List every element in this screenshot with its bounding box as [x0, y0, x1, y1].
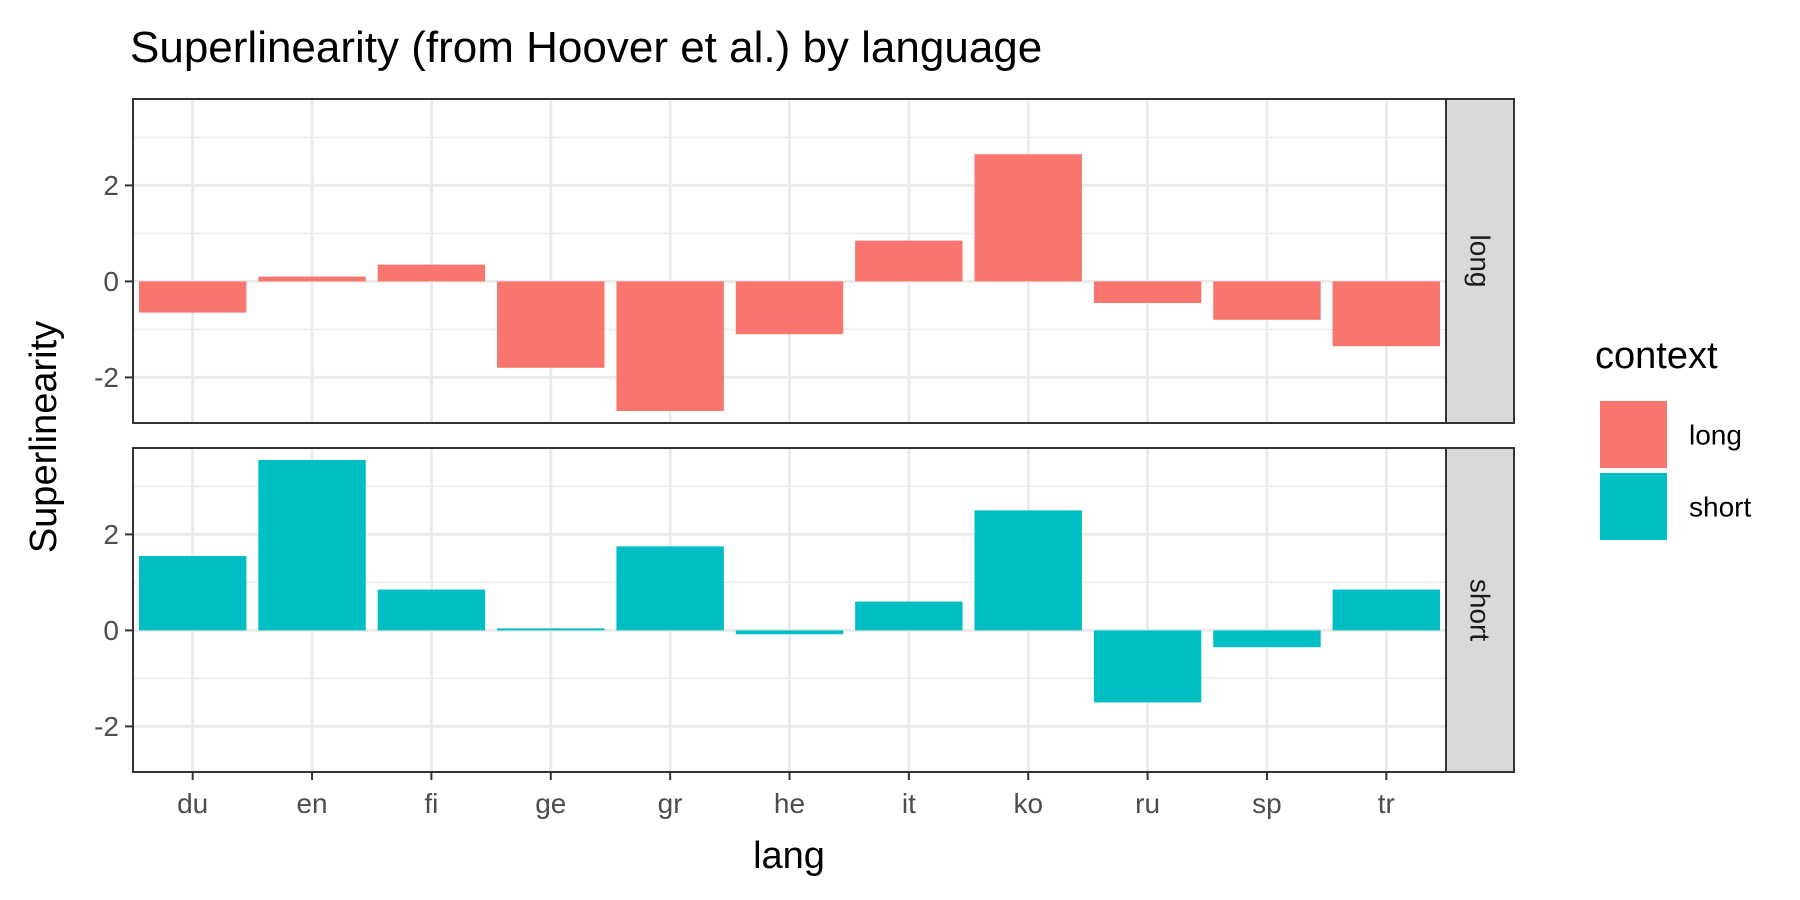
bar-long-he: [735, 281, 844, 335]
bar-long-du: [138, 281, 247, 313]
facet-strip: [1445, 447, 1515, 773]
x-tick-label-it: it: [902, 788, 916, 819]
x-tick-label-sp: sp: [1252, 788, 1282, 819]
bar-long-tr: [1332, 281, 1441, 347]
y-tick-label: -2: [94, 362, 119, 393]
x-axis-title: lang: [753, 835, 825, 877]
strip-label-long: long: [1465, 235, 1496, 288]
x-tick-label-he: he: [774, 788, 805, 819]
y-tick-label: 0: [103, 266, 119, 297]
bar-short-ru: [1093, 630, 1202, 703]
facet-strip: [1445, 98, 1515, 424]
bar-long-gr: [616, 281, 724, 411]
bar-long-sp: [1213, 281, 1321, 320]
x-tick-label-fi: fi: [424, 788, 438, 819]
bar-short-it: [855, 601, 963, 631]
bar-short-he: [735, 630, 844, 635]
x-tick-label-tr: tr: [1378, 788, 1395, 819]
facet-panel-short: short -2 0 2: [94, 447, 1515, 773]
legend-key-long: [1600, 401, 1667, 468]
bar-long-en: [258, 276, 366, 282]
bar-long-ge: [497, 281, 605, 368]
x-tick-label-ko: ko: [1013, 788, 1043, 819]
panels-layer: long -2 0 2 short -2 0 2: [94, 98, 1515, 773]
bar-short-ko: [974, 510, 1082, 631]
legend-label-long: long: [1689, 420, 1742, 451]
facet-panel-long: long -2 0 2: [94, 98, 1515, 424]
chart-title: Superlinearity (from Hoover et al.) by l…: [130, 23, 1042, 72]
legend-title: context: [1595, 335, 1718, 377]
bar-short-du: [138, 556, 247, 631]
x-tick-label-ge: ge: [535, 788, 566, 819]
x-tick-label-ru: ru: [1135, 788, 1160, 819]
legend: context long short: [1595, 335, 1751, 540]
y-tick-label: -2: [94, 711, 119, 742]
x-tick-label-en: en: [296, 788, 327, 819]
x-tick-label-du: du: [177, 788, 208, 819]
y-tick-label: 0: [103, 615, 119, 646]
y-tick-label: 2: [103, 519, 119, 550]
bar-long-ru: [1093, 281, 1202, 303]
bar-long-ko: [974, 154, 1082, 282]
bar-short-tr: [1332, 589, 1441, 631]
bar-long-it: [855, 240, 963, 282]
legend-key-short: [1600, 473, 1667, 540]
x-tick-label-gr: gr: [658, 788, 683, 819]
y-axis-title: Superlinearity: [23, 321, 65, 553]
bar-short-gr: [616, 546, 724, 631]
bar-short-en: [258, 460, 366, 631]
legend-label-short: short: [1689, 492, 1751, 523]
y-tick-label: 2: [103, 170, 119, 201]
bar-short-sp: [1213, 630, 1321, 648]
bar-short-ge: [497, 628, 605, 631]
bar-long-fi: [377, 264, 486, 282]
strip-label-short: short: [1465, 579, 1496, 641]
x-axis-ticks: du en fi ge gr he it ko ru sp tr: [177, 772, 1395, 819]
bar-short-fi: [377, 589, 486, 631]
